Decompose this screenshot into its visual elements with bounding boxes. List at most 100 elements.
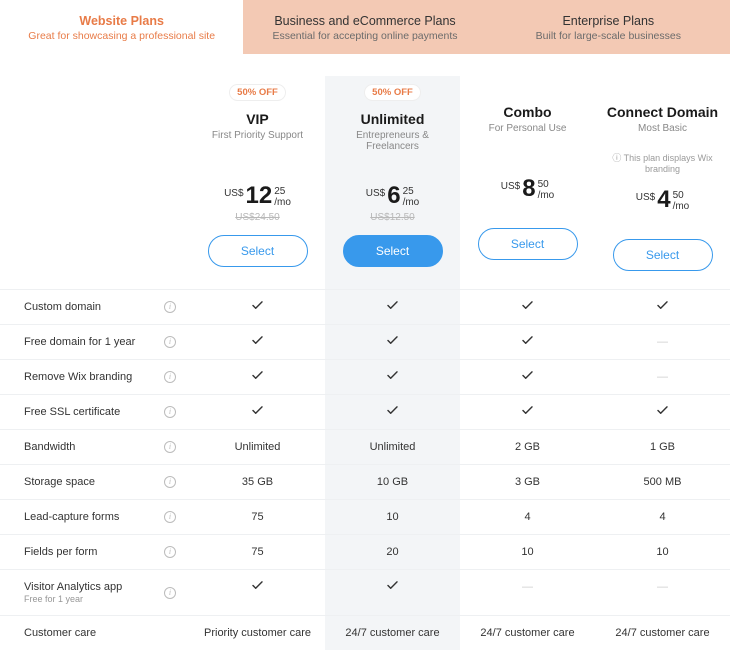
check-icon xyxy=(522,371,533,383)
plan-tabs: Website PlansGreat for showcasing a prof… xyxy=(0,0,730,54)
feature-value: 4 xyxy=(460,500,595,535)
plan-header-vip: 50% OFF VIP First Priority Support US$1225/… xyxy=(190,76,325,290)
feature-value: 10 GB xyxy=(325,465,460,500)
feature-value xyxy=(190,395,325,430)
check-icon xyxy=(657,301,668,313)
check-icon xyxy=(522,406,533,418)
feature-row: BandwidthiUnlimitedUnlimited2 GB1 GB xyxy=(0,430,730,465)
check-icon xyxy=(387,301,398,313)
currency: US$ xyxy=(224,188,243,199)
feature-value xyxy=(595,290,730,325)
tab-2[interactable]: Enterprise PlansBuilt for large-scale bu… xyxy=(487,0,730,54)
feature-row: Free domain for 1 yeari— xyxy=(0,325,730,360)
feature-value: 10 xyxy=(460,535,595,570)
plan-note: ⓘ This plan displays Wix branding xyxy=(601,151,724,174)
price: US$1225/mo xyxy=(196,184,319,208)
check-icon xyxy=(522,336,533,348)
plan-name: Combo xyxy=(466,104,589,120)
plan-header-unlimited: 50% OFF Unlimited Entrepreneurs & Freelanc… xyxy=(325,76,460,290)
feature-value: 24/7 customer care xyxy=(595,616,730,650)
tab-title: Website Plans xyxy=(8,14,235,28)
check-icon xyxy=(252,581,263,593)
check-icon xyxy=(252,371,263,383)
old-price xyxy=(466,205,589,218)
feature-value: 10 xyxy=(325,500,460,535)
price-cents: 50/mo xyxy=(673,190,690,212)
feature-value: 75 xyxy=(190,500,325,535)
discount-badge: 50% OFF xyxy=(364,84,421,101)
feature-row: Custom domaini xyxy=(0,290,730,325)
price-amount: 8 xyxy=(522,177,535,201)
check-icon xyxy=(522,301,533,313)
feature-value: 1 GB xyxy=(595,430,730,465)
select-button-combo[interactable]: Select xyxy=(478,228,578,260)
check-icon xyxy=(387,336,398,348)
feature-value: 35 GB xyxy=(190,465,325,500)
check-icon xyxy=(252,336,263,348)
feature-row: Fields per formi75201010 xyxy=(0,535,730,570)
currency: US$ xyxy=(366,188,385,199)
info-icon[interactable]: i xyxy=(164,371,176,383)
plan-name: VIP xyxy=(196,111,319,127)
price-amount: 12 xyxy=(246,184,273,208)
select-button-vip[interactable]: Select xyxy=(208,235,308,267)
old-price: US$24.50 xyxy=(196,212,319,225)
info-icon[interactable]: i xyxy=(164,336,176,348)
feature-value: Unlimited xyxy=(325,430,460,465)
feature-value xyxy=(595,395,730,430)
feature-value: Unlimited xyxy=(190,430,325,465)
check-icon xyxy=(387,406,398,418)
feature-value xyxy=(325,360,460,395)
tab-0[interactable]: Website PlansGreat for showcasing a prof… xyxy=(0,0,243,54)
feature-value xyxy=(190,325,325,360)
plan-note xyxy=(196,158,319,170)
discount-badge: 50% OFF xyxy=(229,84,286,101)
info-icon[interactable]: i xyxy=(164,546,176,558)
check-icon xyxy=(387,581,398,593)
feature-value xyxy=(190,360,325,395)
plan-note xyxy=(466,151,589,163)
feature-value xyxy=(325,290,460,325)
feature-value: 75 xyxy=(190,535,325,570)
old-price xyxy=(601,216,724,229)
tab-1[interactable]: Business and eCommerce Plans Essential fo… xyxy=(243,0,486,54)
info-icon[interactable]: i xyxy=(164,301,176,313)
feature-row: Customer carePriority customer care24/7 … xyxy=(0,616,730,650)
feature-value: 24/7 customer care xyxy=(460,616,595,650)
currency: US$ xyxy=(636,192,655,203)
feature-value xyxy=(460,395,595,430)
info-icon[interactable]: i xyxy=(164,406,176,418)
tab-title: Business and eCommerce Plans xyxy=(251,14,478,28)
tab-subtitle: Essential for accepting online payments xyxy=(251,30,478,42)
dash-icon: — xyxy=(522,581,533,593)
info-icon[interactable]: i xyxy=(164,476,176,488)
feature-value: 500 MB xyxy=(595,465,730,500)
feature-value xyxy=(325,395,460,430)
price-amount: 4 xyxy=(657,188,670,212)
plan-name: Connect Domain xyxy=(601,104,724,120)
info-icon[interactable]: i xyxy=(164,511,176,523)
price-cents: 25/mo xyxy=(403,186,420,208)
plan-subtitle: Entrepreneurs & Freelancers xyxy=(331,130,454,154)
feature-value xyxy=(325,325,460,360)
pricing-table: 50% OFFVIPFirst Priority SupportUS$1225/… xyxy=(0,76,730,650)
select-button-unlimited[interactable]: Select xyxy=(343,235,443,267)
feature-row: Lead-capture formsi751044 xyxy=(0,500,730,535)
check-icon xyxy=(252,406,263,418)
feature-row: Free SSL certificatei xyxy=(0,395,730,430)
price-cents: 25/mo xyxy=(274,186,291,208)
feature-value: Priority customer care xyxy=(190,616,325,650)
feature-value xyxy=(460,325,595,360)
feature-value: — xyxy=(460,570,595,616)
info-icon[interactable]: i xyxy=(164,441,176,453)
price: US$450/mo xyxy=(601,188,724,212)
plan-subtitle: Most Basic xyxy=(601,123,724,147)
plan-name: Unlimited xyxy=(331,111,454,127)
info-icon[interactable]: i xyxy=(164,587,176,599)
feature-value xyxy=(460,290,595,325)
select-button-connect[interactable]: Select xyxy=(613,239,713,271)
plan-subtitle: First Priority Support xyxy=(196,130,319,154)
price: US$850/mo xyxy=(466,177,589,201)
plan-note xyxy=(331,158,454,170)
feature-value: 4 xyxy=(595,500,730,535)
